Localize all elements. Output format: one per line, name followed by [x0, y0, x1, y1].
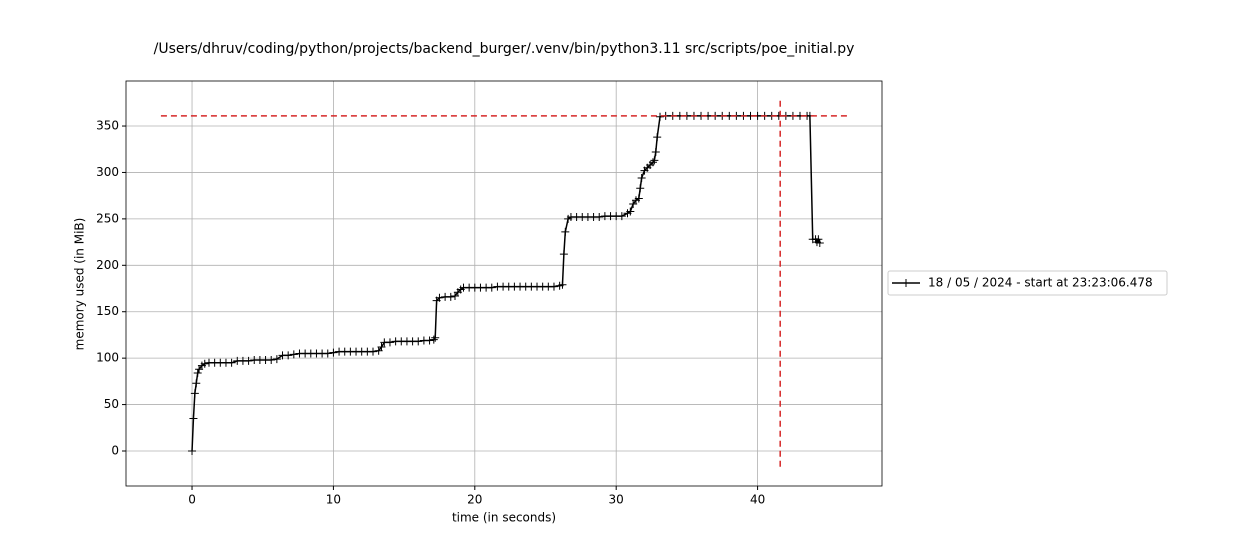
- point-marker: [595, 213, 604, 222]
- point-marker: [289, 350, 298, 359]
- point-marker: [626, 207, 635, 216]
- point-marker: [190, 389, 199, 398]
- point-marker: [561, 227, 570, 236]
- point-marker: [653, 133, 662, 142]
- x-tick-label: 10: [326, 493, 341, 507]
- point-marker: [414, 337, 423, 346]
- point-marker: [385, 338, 394, 347]
- point-marker: [815, 239, 824, 248]
- point-marker: [558, 280, 567, 289]
- point-marker: [200, 359, 209, 368]
- y-tick-label: 50: [104, 397, 119, 411]
- x-tick-label: 0: [188, 493, 196, 507]
- point-marker: [634, 194, 643, 203]
- chart-title: /Users/dhruv/coding/python/projects/back…: [154, 41, 855, 57]
- point-marker: [227, 358, 236, 367]
- point-marker: [377, 343, 386, 352]
- point-marker: [487, 283, 496, 292]
- point-marker: [193, 369, 202, 378]
- point-marker: [446, 292, 455, 301]
- y-tick-label: 300: [96, 165, 119, 179]
- point-marker: [188, 446, 197, 455]
- x-tick-label: 20: [467, 493, 482, 507]
- y-axis-label: memory used (in MiB): [73, 218, 87, 351]
- point-marker: [651, 148, 660, 157]
- plot-frame: [125, 80, 883, 487]
- x-axis-label: time (in seconds): [452, 511, 556, 525]
- point-marker: [814, 235, 823, 244]
- point-marker: [284, 351, 293, 360]
- point-marker: [636, 184, 645, 193]
- point-marker: [369, 347, 378, 356]
- point-marker: [617, 212, 626, 221]
- legend-box: [887, 270, 1168, 296]
- point-marker: [192, 379, 201, 388]
- y-tick-label: 350: [96, 119, 119, 133]
- x-tick-label: 30: [609, 493, 624, 507]
- point-marker: [637, 174, 646, 183]
- point-marker: [323, 349, 332, 358]
- series-line: [191, 115, 821, 452]
- y-tick-label: 250: [96, 211, 119, 225]
- point-marker: [425, 336, 434, 345]
- legend-marker: [902, 279, 910, 287]
- point-marker: [244, 356, 253, 365]
- point-marker: [549, 282, 558, 291]
- point-marker: [431, 333, 440, 342]
- point-marker: [329, 348, 338, 357]
- y-tick-label: 100: [96, 351, 119, 365]
- point-marker: [656, 112, 665, 121]
- point-marker: [559, 250, 568, 259]
- point-marker: [650, 156, 659, 165]
- point-marker: [267, 356, 276, 365]
- legend-label: 18 / 05 / 2024 - start at 23:23:06.478: [928, 276, 1153, 290]
- y-tick-label: 150: [96, 304, 119, 318]
- y-tick-label: 200: [96, 258, 119, 272]
- point-marker: [648, 158, 657, 167]
- point-marker: [429, 335, 438, 344]
- point-marker: [272, 355, 281, 364]
- point-marker: [189, 414, 198, 423]
- x-tick-label: 40: [750, 493, 765, 507]
- point-marker: [435, 293, 444, 302]
- y-tick-label: 0: [111, 443, 119, 457]
